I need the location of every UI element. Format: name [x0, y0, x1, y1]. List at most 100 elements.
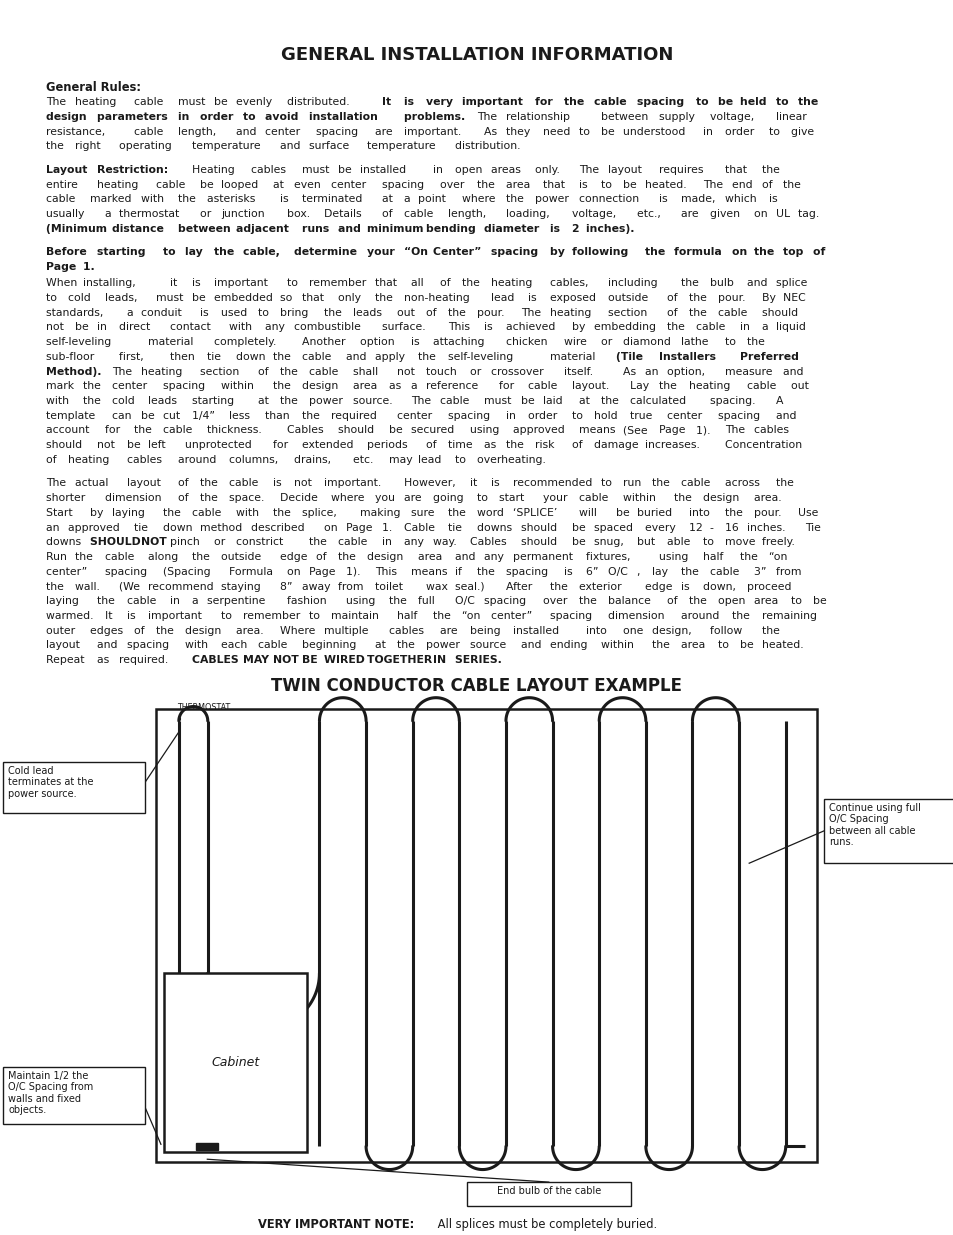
Text: source.: source. [353, 396, 395, 406]
Text: installed: installed [359, 165, 409, 175]
Text: be: be [127, 440, 144, 451]
Text: order: order [199, 112, 236, 122]
Text: pour.: pour. [754, 508, 784, 517]
Text: actual: actual [75, 478, 112, 489]
Text: approved: approved [513, 425, 568, 436]
Text: cable: cable [229, 478, 261, 489]
Text: to: to [702, 537, 717, 547]
Text: the: the [273, 382, 294, 391]
Text: the: the [739, 552, 760, 562]
Text: Cables: Cables [469, 537, 509, 547]
Text: the: the [666, 322, 687, 332]
Text: cables: cables [251, 165, 289, 175]
Text: pinch: pinch [171, 537, 203, 547]
Text: be: be [571, 522, 588, 532]
Text: installed: installed [513, 626, 562, 636]
Text: less: less [229, 411, 253, 421]
Text: method: method [199, 522, 245, 532]
Text: the: the [133, 425, 155, 436]
Text: (We: (We [119, 582, 144, 592]
Text: center: center [112, 382, 151, 391]
Text: mark: mark [46, 382, 78, 391]
Text: required.: required. [119, 655, 172, 666]
Text: NOT: NOT [273, 655, 302, 666]
Text: shorter: shorter [46, 493, 89, 503]
Text: sub-floor: sub-floor [46, 352, 98, 362]
Text: General Rules:: General Rules: [46, 82, 141, 94]
Text: that: that [542, 179, 567, 190]
Text: 1/4”: 1/4” [193, 411, 218, 421]
Text: it: it [171, 278, 181, 288]
Text: and: and [782, 367, 806, 377]
Text: 12: 12 [688, 522, 705, 532]
Text: outside: outside [221, 552, 265, 562]
Text: be: be [622, 179, 639, 190]
Text: supply: supply [659, 112, 698, 122]
Text: parameters: parameters [97, 112, 172, 122]
Text: Page: Page [659, 425, 689, 436]
Text: ,: , [637, 567, 644, 577]
Text: connection: connection [578, 194, 642, 204]
Text: diameter: diameter [484, 224, 542, 233]
Text: contact: contact [171, 322, 214, 332]
Text: at: at [257, 396, 272, 406]
Text: outer: outer [46, 626, 79, 636]
Text: approved: approved [68, 522, 123, 532]
Text: and: and [97, 641, 121, 651]
Text: full: full [418, 597, 438, 606]
Text: 8”: 8” [279, 582, 295, 592]
Text: apply: apply [375, 352, 408, 362]
Text: the: the [447, 308, 469, 317]
Text: space.: space. [229, 493, 268, 503]
Text: using: using [345, 597, 378, 606]
Text: UL: UL [776, 209, 793, 219]
Text: of: of [177, 493, 192, 503]
Text: junction: junction [221, 209, 269, 219]
Text: The: The [46, 478, 70, 489]
Text: Lay: Lay [630, 382, 652, 391]
Text: the: the [688, 293, 709, 303]
Text: Repeat: Repeat [46, 655, 89, 666]
Text: cable: cable [301, 352, 335, 362]
Text: and: and [345, 352, 369, 362]
Text: the: the [199, 478, 221, 489]
Text: the: the [732, 611, 753, 621]
Text: multiple: multiple [323, 626, 372, 636]
Text: and: and [235, 127, 260, 137]
Text: means: means [578, 425, 618, 436]
Text: the: the [163, 508, 184, 517]
Text: recommended: recommended [513, 478, 596, 489]
Text: a: a [105, 209, 114, 219]
Text: should: should [520, 522, 559, 532]
Text: and: and [455, 552, 478, 562]
Text: area: area [754, 597, 781, 606]
Text: shall: shall [353, 367, 381, 377]
Text: understood: understood [622, 127, 688, 137]
Text: the: the [155, 626, 177, 636]
Text: open: open [455, 165, 485, 175]
Text: the: the [177, 194, 199, 204]
Text: of: of [571, 440, 585, 451]
Text: chicken: chicken [505, 337, 551, 347]
Text: the: the [782, 179, 804, 190]
Text: should: should [760, 308, 801, 317]
Text: a: a [127, 308, 136, 317]
Text: The: The [112, 367, 135, 377]
Text: cable: cable [746, 382, 779, 391]
Text: NEC: NEC [782, 293, 809, 303]
Text: Page: Page [345, 522, 375, 532]
Text: by: by [571, 322, 588, 332]
Bar [164, 973, 307, 1152]
Text: is: is [564, 567, 576, 577]
Text: with: with [235, 508, 262, 517]
Text: temperature: temperature [367, 141, 439, 152]
Text: be: be [199, 179, 216, 190]
Text: starting: starting [97, 247, 150, 257]
Text: All splices must be completely buried.: All splices must be completely buried. [434, 1218, 657, 1231]
Text: overheating.: overheating. [476, 454, 549, 464]
Text: described: described [251, 522, 308, 532]
Text: at: at [578, 396, 593, 406]
Text: with: with [185, 641, 212, 651]
Text: the: the [273, 508, 294, 517]
Text: tie: tie [447, 522, 465, 532]
